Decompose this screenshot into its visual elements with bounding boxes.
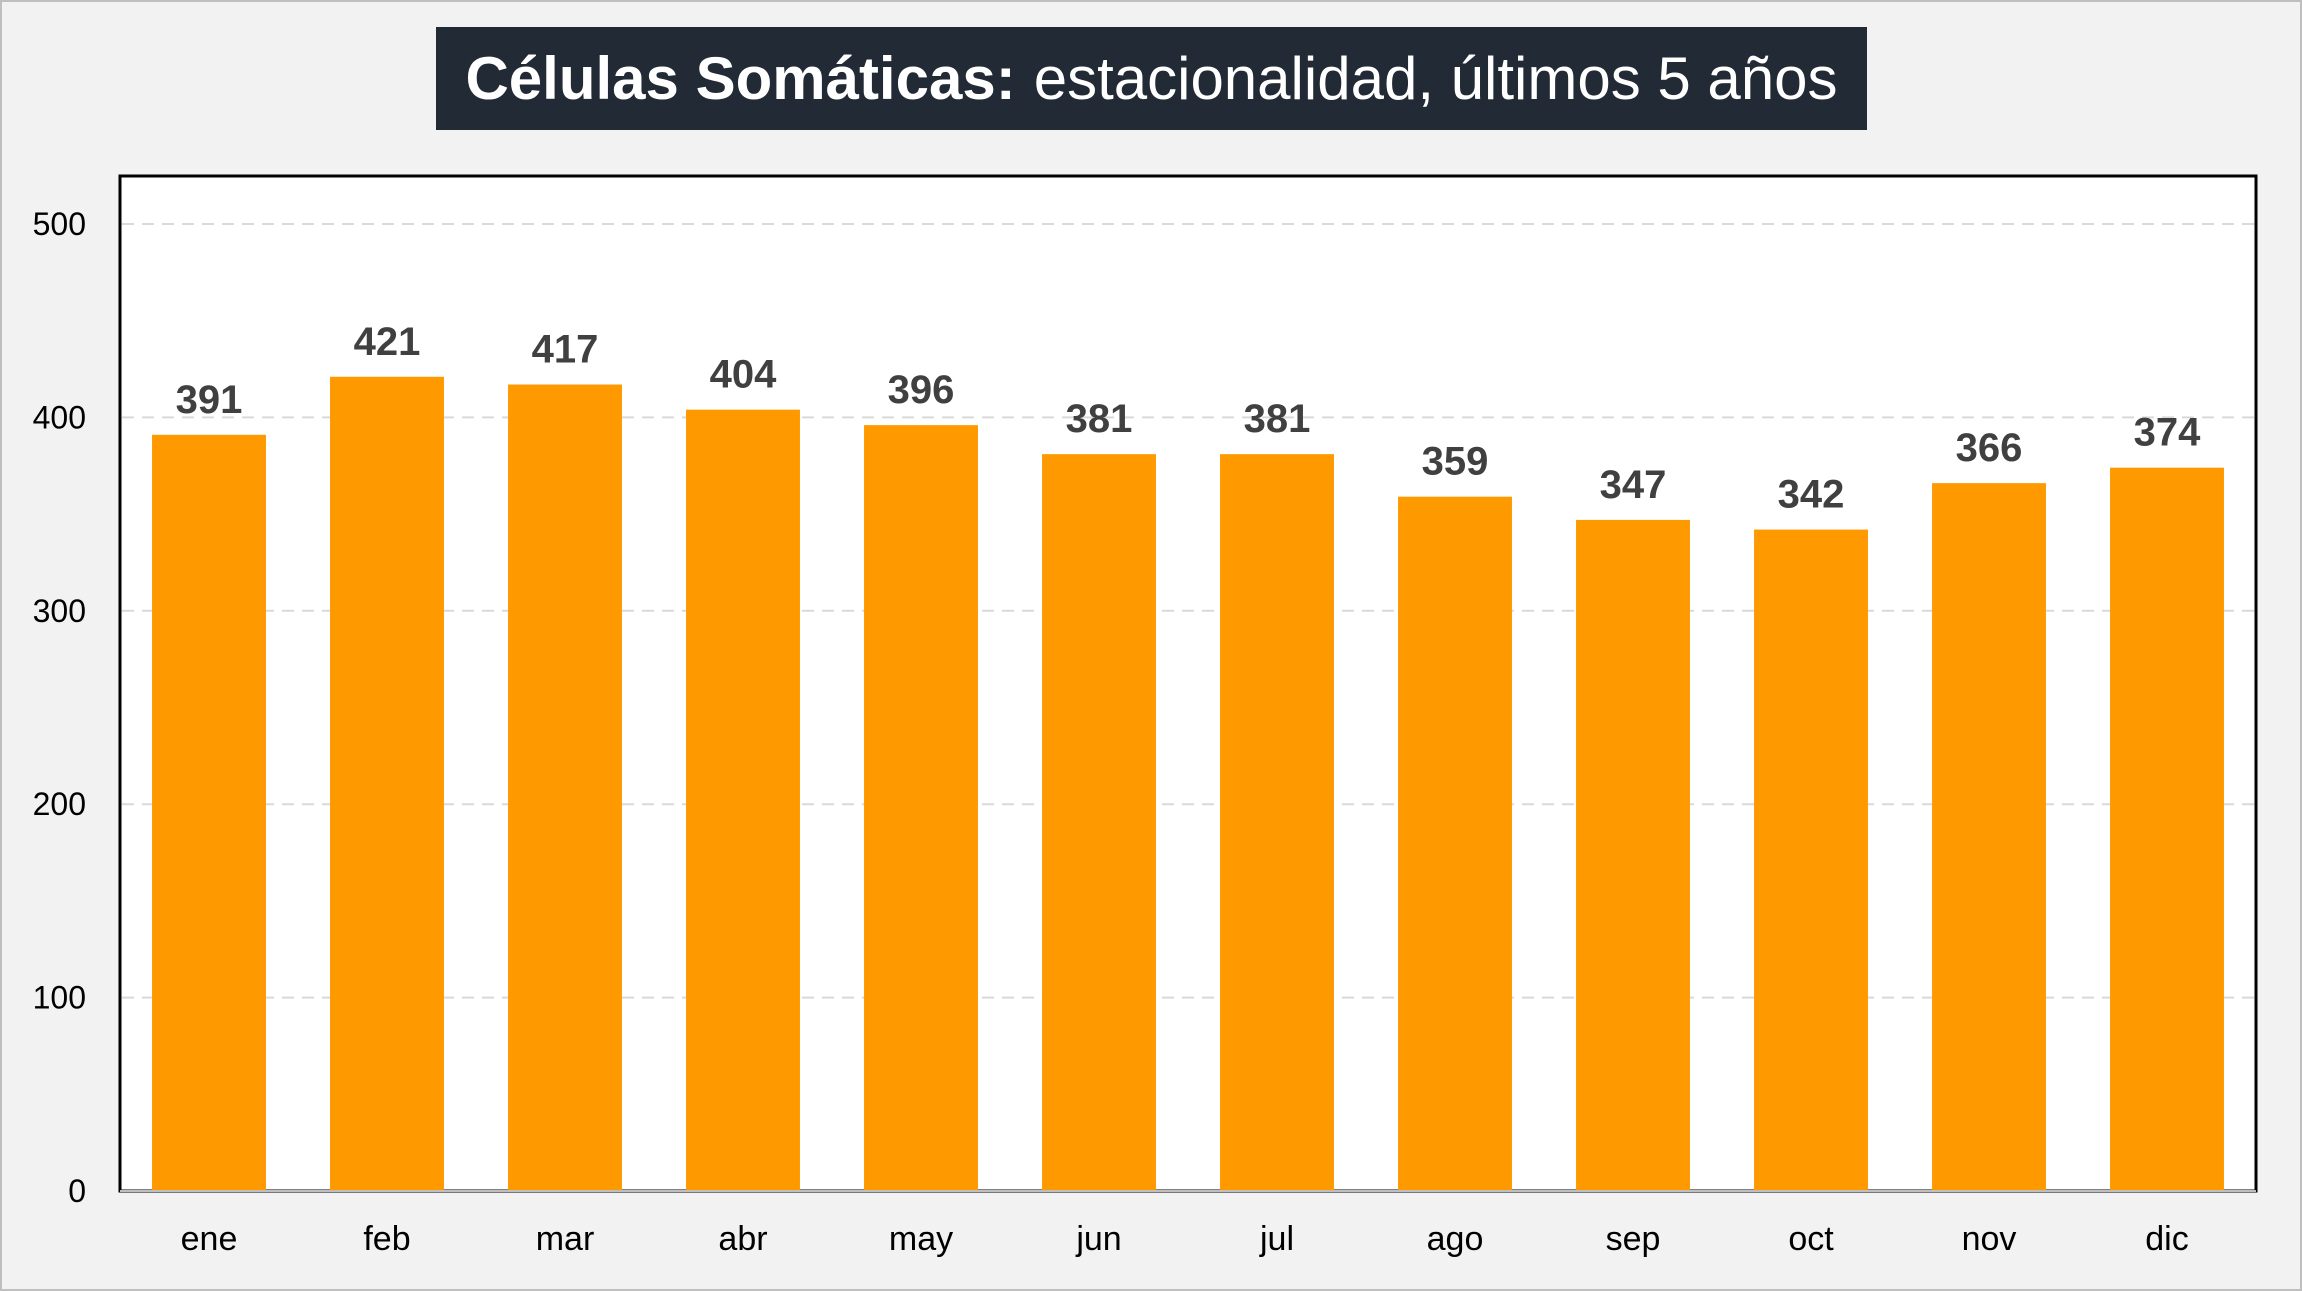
grid-lines (122, 223, 2254, 999)
x-tick-label: feb (363, 1220, 410, 1258)
data-label: 404 (710, 353, 777, 397)
bar-jul (1220, 454, 1334, 1191)
data-label: 342 (1778, 473, 1845, 517)
chart-title: Células Somáticas: estacionalidad, últim… (436, 27, 1867, 130)
x-tick-label: may (889, 1220, 953, 1258)
x-tick-label: dic (2145, 1220, 2188, 1258)
data-label: 391 (176, 378, 243, 422)
data-label: 417 (532, 328, 599, 372)
bar-may (864, 425, 978, 1191)
bar-ago (1398, 496, 1512, 1192)
x-tick-label: sep (1606, 1220, 1661, 1258)
x-axis: ene feb mar abr may jun jul ago sep oct nov dic (120, 1190, 2256, 1258)
data-label: 396 (888, 368, 955, 412)
data-labels: 391 421 417 404 396 381 381 359 347 342 366 374 (176, 320, 2201, 517)
bar-jun (1042, 454, 1156, 1191)
data-label: 347 (1600, 463, 1667, 507)
y-tick-label: 500 (33, 206, 86, 242)
bar-oct (1754, 529, 1868, 1191)
data-label: 366 (1956, 426, 2023, 470)
bar-mar (508, 384, 622, 1192)
y-axis: 0 100 200 300 400 500 (33, 206, 86, 1209)
x-tick-label: abr (718, 1220, 767, 1258)
data-label: 421 (354, 320, 421, 364)
bar-dic (2110, 467, 2224, 1192)
bar-nov (1932, 483, 2046, 1191)
plot-area (118, 174, 2258, 1193)
data-label: 374 (2134, 411, 2201, 455)
bar-sep (1576, 519, 1690, 1191)
bar-abr (686, 409, 800, 1191)
x-tick-label: jun (1075, 1220, 1121, 1258)
x-tick-label: ene (181, 1220, 238, 1258)
x-tick-label: nov (1962, 1220, 2017, 1258)
x-tick-label: jul (1259, 1220, 1294, 1258)
data-label: 381 (1066, 397, 1133, 441)
chart-title-rest: estacionalidad, últimos 5 años (1033, 45, 1838, 112)
y-tick-label: 100 (33, 980, 86, 1016)
bar-ene (152, 434, 266, 1191)
y-tick-label: 400 (33, 399, 86, 435)
y-tick-label: 300 (33, 593, 86, 629)
data-label: 381 (1244, 397, 1311, 441)
y-tick-label: 200 (33, 786, 86, 822)
x-tick-label: oct (1788, 1220, 1834, 1258)
x-tick-label: ago (1427, 1220, 1484, 1258)
data-label: 359 (1422, 440, 1489, 484)
bars (152, 376, 2224, 1192)
y-tick-label: 0 (68, 1173, 86, 1209)
chart-title-bold: Células Somáticas: (465, 45, 1016, 112)
bar-feb (330, 376, 444, 1191)
x-tick-label: mar (536, 1220, 595, 1258)
